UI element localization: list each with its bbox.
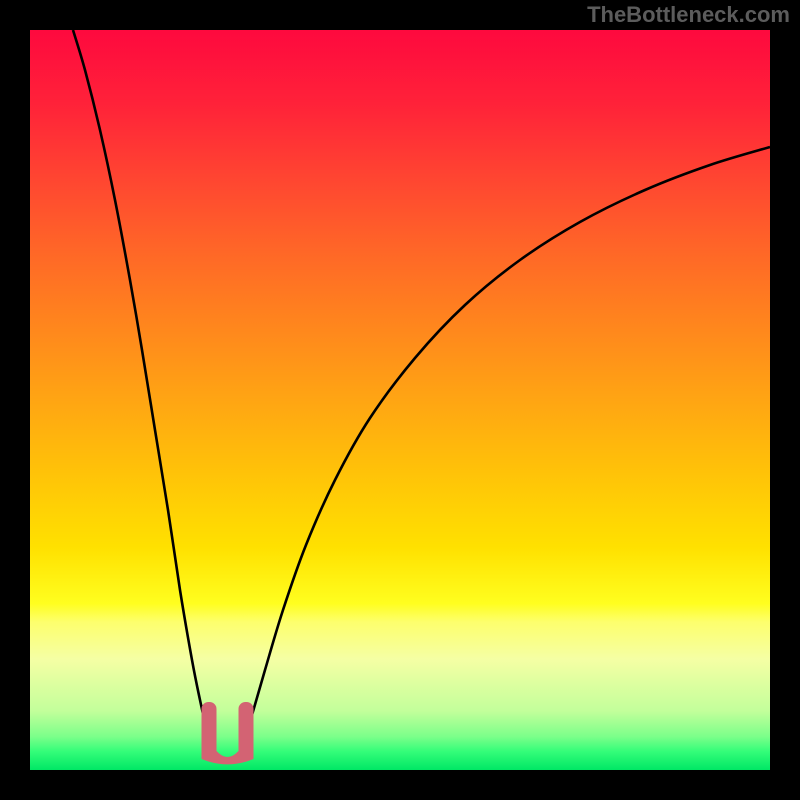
chart-container: TheBottleneck.com bbox=[0, 0, 800, 800]
chart-svg bbox=[0, 0, 800, 800]
gradient-background bbox=[30, 30, 770, 770]
attribution-label: TheBottleneck.com bbox=[587, 2, 790, 28]
